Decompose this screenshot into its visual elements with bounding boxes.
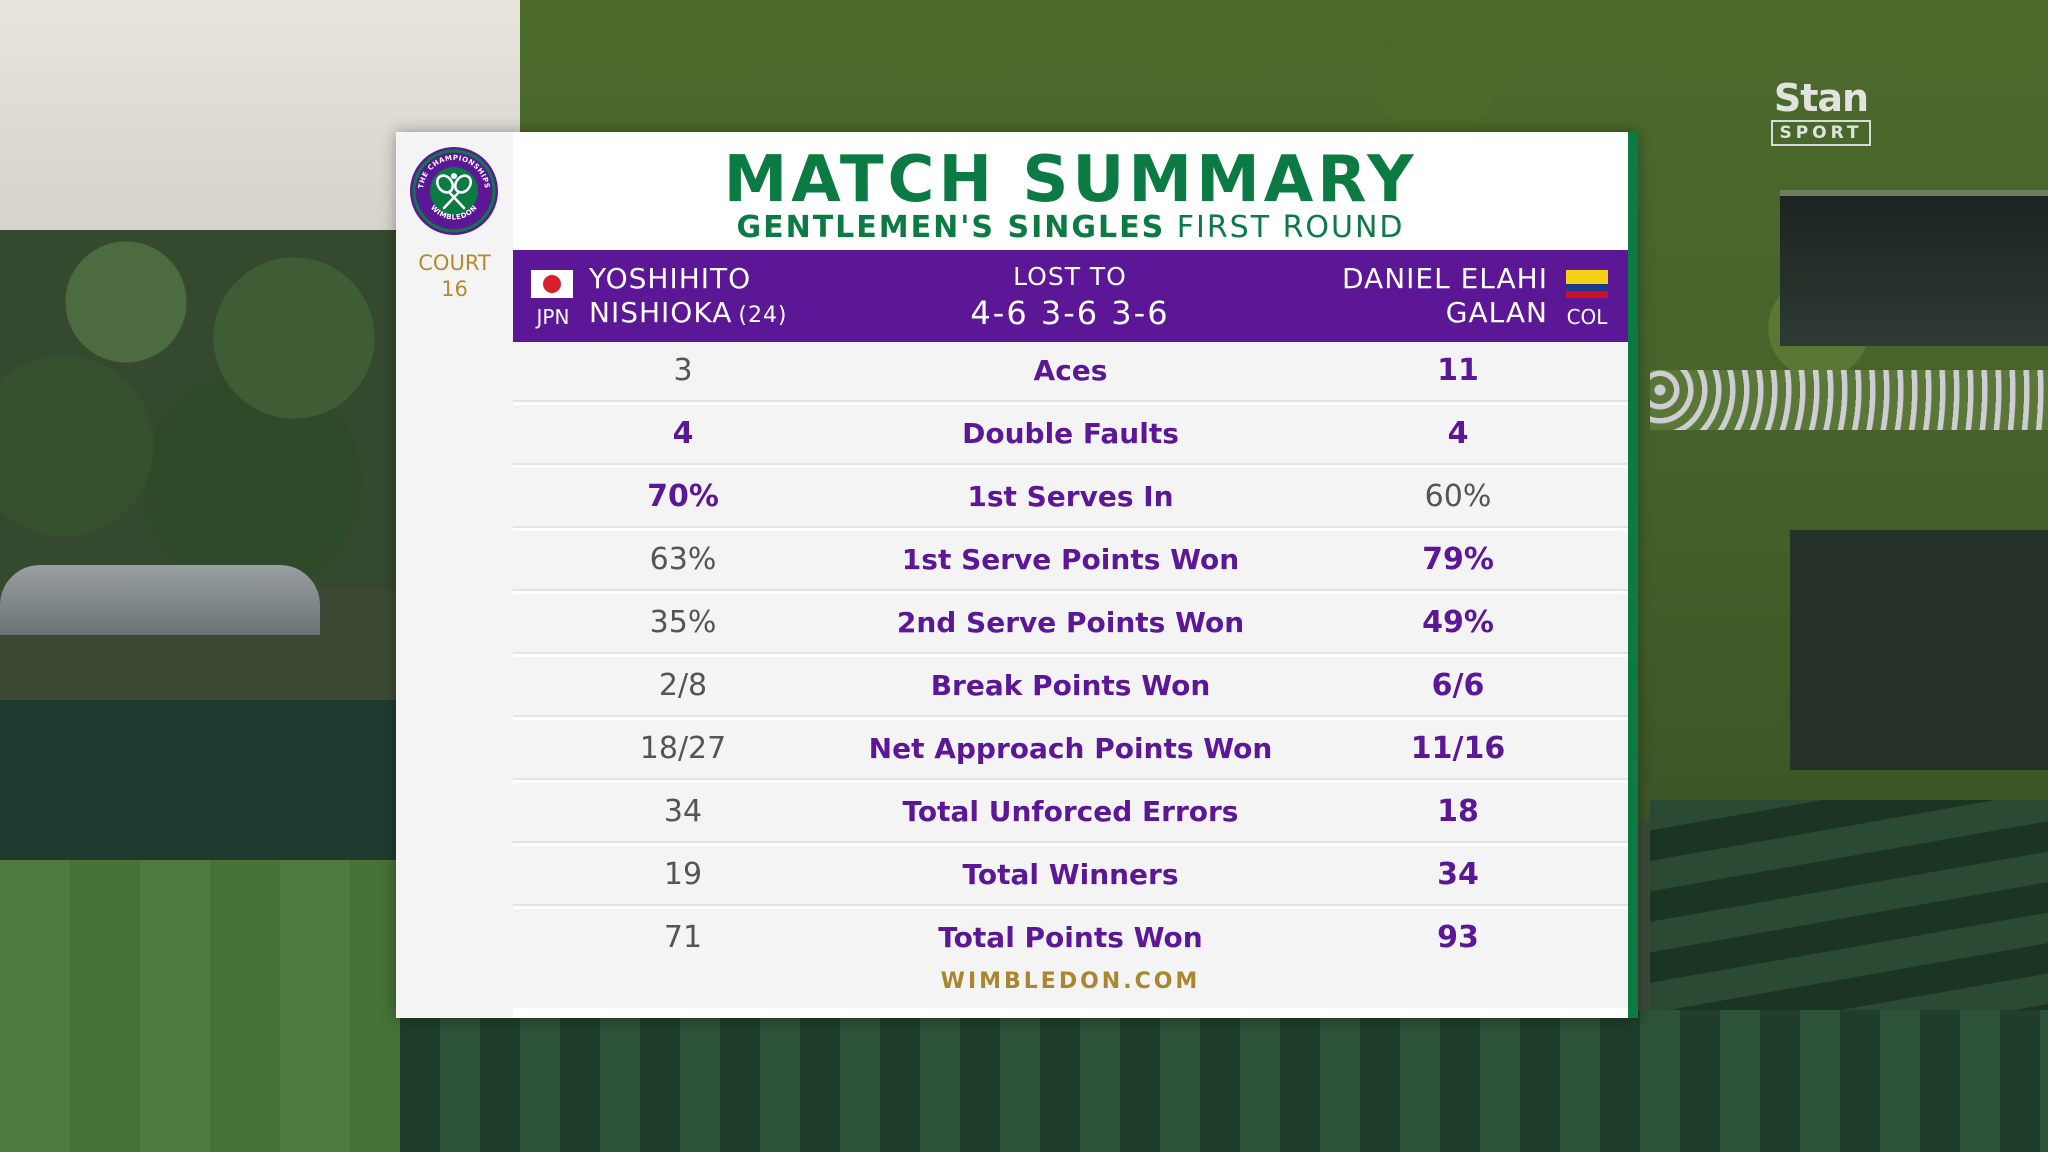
stat-label: 1st Serve Points Won (901, 543, 1240, 576)
player1-country: JPN (536, 305, 570, 329)
panel-side-column: THE CHAMPIONSHIPS WIMBLEDON COURT 16 (396, 132, 513, 1018)
stat-row-first-serves-in: 70% 1st Serves In 60% (513, 468, 1628, 528)
stat-p1-value: 18/27 (639, 731, 727, 766)
stat-p1-value: 63% (649, 542, 717, 577)
stat-p2-value: 11/16 (1410, 731, 1506, 766)
player1-last-name-line: NISHIOKA (24) (589, 296, 788, 333)
court-label: COURT 16 (396, 250, 513, 302)
building-doorway (1790, 530, 2048, 770)
stat-row-break-points-won: 2/8 Break Points Won 6/6 (513, 657, 1628, 717)
broadcaster-name: Stan (1773, 76, 1869, 120)
trees (0, 230, 420, 590)
flower-boxes (1650, 370, 2048, 430)
stat-label: 1st Serves In (967, 480, 1174, 513)
panel-title: MATCH SUMMARY (723, 143, 1418, 217)
player2-last-name: GALAN (1445, 296, 1548, 329)
stat-row-total-unforced-errors: 34 Total Unforced Errors 18 (513, 783, 1628, 843)
player1-last-name: NISHIOKA (589, 296, 733, 329)
player1-seed: (24) (738, 303, 788, 328)
stats-table: 3 Aces 11 4 Double Faults 4 70% 1st Serv… (513, 342, 1628, 972)
stat-label: Total Unforced Errors (902, 795, 1239, 828)
match-result: LOST TO (1013, 262, 1127, 291)
stat-p1-value: 4 (672, 416, 694, 451)
court-word: COURT (418, 251, 491, 275)
colombia-flag-icon (1566, 270, 1608, 298)
stat-p2-value: 79% (1422, 542, 1494, 577)
match-score: 4-6 3-6 3-6 (970, 294, 1170, 332)
player2-first-name: DANIEL ELAHI (1341, 262, 1548, 295)
stat-label: Net Approach Points Won (868, 732, 1273, 765)
stat-p1-value: 19 (663, 857, 703, 892)
broadcaster-logo: Stan SPORT (1756, 78, 1886, 146)
stat-p2-value: 6/6 (1431, 668, 1485, 703)
broadcaster-sub: SPORT (1771, 120, 1871, 146)
stat-row-double-faults: 4 Double Faults 4 (513, 405, 1628, 465)
stat-label: Break Points Won (930, 669, 1211, 702)
stat-label: Aces (1033, 354, 1108, 387)
spectator-seats (400, 1010, 2048, 1152)
stat-row-aces: 3 Aces 11 (513, 342, 1628, 402)
pavilion-roof (0, 565, 320, 635)
building-window (1780, 190, 2048, 346)
stat-row-net-approach-points-won: 18/27 Net Approach Points Won 11/16 (513, 720, 1628, 780)
stat-label: Double Faults (962, 417, 1179, 450)
stat-p1-value: 3 (673, 353, 693, 388)
stat-p2-value: 93 (1437, 920, 1479, 955)
stat-p1-value: 34 (663, 794, 703, 829)
stat-p1-value: 35% (649, 605, 717, 640)
court-number: 16 (441, 277, 468, 301)
match-summary-panel: THE CHAMPIONSHIPS WIMBLEDON COURT 16 MAT… (396, 132, 1638, 1018)
japan-flag-icon (531, 270, 573, 298)
stat-p2-value: 60% (1424, 479, 1492, 514)
stat-p2-value: 11 (1437, 353, 1479, 388)
stat-p2-value: 18 (1437, 794, 1479, 829)
round-name: FIRST ROUND (1176, 210, 1405, 245)
stat-p1-value: 2/8 (658, 668, 708, 703)
footer-website: WIMBLEDON.COM (513, 956, 1628, 1008)
stat-p1-value: 70% (647, 479, 719, 514)
stat-p2-value: 4 (1447, 416, 1469, 451)
player2-country: COL (1566, 305, 1608, 329)
players-header: JPN YOSHIHITO NISHIOKA (24) LOST TO 4-6 3… (513, 250, 1628, 342)
stat-p2-value: 49% (1422, 605, 1494, 640)
stat-row-second-serve-points-won: 35% 2nd Serve Points Won 49% (513, 594, 1628, 654)
event-name: GENTLEMEN'S SINGLES (736, 210, 1166, 245)
stat-label: Total Points Won (938, 921, 1203, 954)
stat-label: 2nd Serve Points Won (896, 606, 1245, 639)
stat-p1-value: 71 (663, 920, 703, 955)
stat-row-first-serve-points-won: 63% 1st Serve Points Won 79% (513, 531, 1628, 591)
panel-subtitle: GENTLEMEN'S SINGLES FIRST ROUND (513, 208, 1628, 248)
panel-accent-bar (1628, 132, 1638, 1018)
stat-label: Total Winners (962, 858, 1179, 891)
court-fence (0, 700, 420, 880)
stat-p2-value: 34 (1437, 857, 1479, 892)
wimbledon-logo-icon: THE CHAMPIONSHIPS WIMBLEDON (410, 147, 498, 235)
stat-row-total-winners: 19 Total Winners 34 (513, 846, 1628, 906)
player1-first-name: YOSHIHITO (589, 262, 752, 295)
